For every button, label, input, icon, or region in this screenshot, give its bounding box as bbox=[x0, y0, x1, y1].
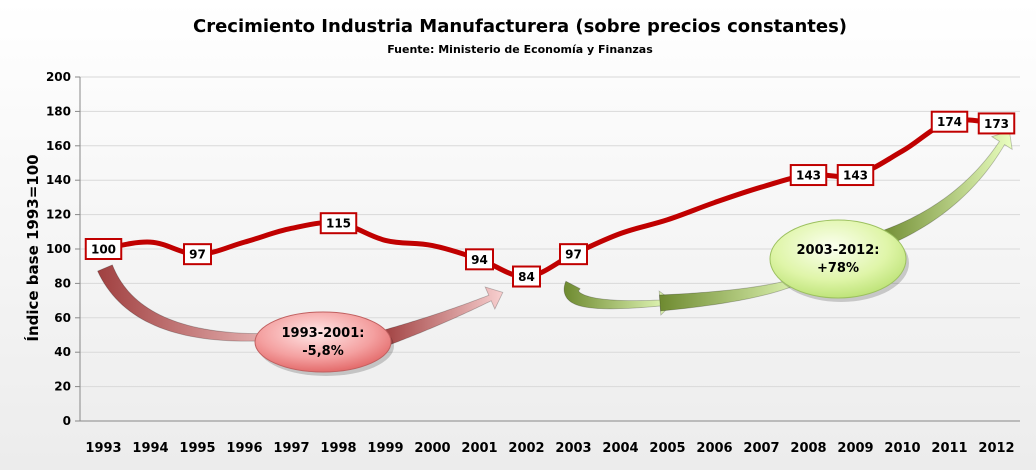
annotation-text: -5,8% bbox=[302, 344, 343, 359]
annotations: 1993-2001: -5,8% 2003-2012: +78% bbox=[254, 219, 909, 376]
data-point bbox=[712, 200, 717, 205]
y-tick-labels: 0 20 40 60 80 100 120 140 160 180 200 bbox=[46, 70, 71, 428]
data-label-box bbox=[559, 243, 588, 266]
y-tick-label: 180 bbox=[46, 104, 71, 118]
x-tick-label: 2003 bbox=[555, 441, 591, 456]
y-tick-label: 200 bbox=[46, 70, 71, 84]
x-tick-label: 2001 bbox=[461, 441, 497, 456]
y-tick-label: 140 bbox=[46, 173, 71, 187]
data-label: 97 bbox=[189, 248, 206, 262]
x-tick-label: 2008 bbox=[790, 441, 826, 456]
x-tick-label: 1996 bbox=[226, 441, 262, 456]
data-point bbox=[759, 185, 764, 190]
data-point bbox=[430, 243, 435, 248]
data-label-box bbox=[789, 164, 828, 187]
y-tick-label: 160 bbox=[46, 139, 71, 153]
data-point bbox=[289, 226, 294, 231]
x-tick-label: 2005 bbox=[649, 441, 685, 456]
data-point bbox=[900, 148, 905, 153]
x-tick-label: 2004 bbox=[602, 441, 638, 456]
data-label-box bbox=[836, 164, 875, 187]
chart-title: Crecimiento Industria Manufacturera (sob… bbox=[193, 16, 847, 37]
data-label-box bbox=[977, 112, 1016, 135]
data-label: 143 bbox=[843, 169, 868, 183]
data-point bbox=[242, 240, 247, 245]
x-tick-label: 2012 bbox=[978, 441, 1014, 456]
annotation-bubble bbox=[769, 219, 907, 299]
x-tick-label: 1994 bbox=[132, 441, 168, 456]
gridlines bbox=[75, 76, 1020, 422]
x-tick-label: 2002 bbox=[508, 441, 544, 456]
data-point bbox=[148, 240, 153, 245]
red-arrow-right bbox=[382, 286, 504, 347]
y-tick-label: 80 bbox=[54, 276, 71, 290]
data-label-box bbox=[183, 243, 212, 266]
annotation-text: 1993-2001: bbox=[282, 326, 365, 341]
y-tick-label: 0 bbox=[63, 414, 71, 428]
data-point bbox=[665, 217, 670, 222]
data-point bbox=[618, 231, 623, 236]
y-tick-label: 120 bbox=[46, 208, 71, 222]
x-tick-label: 1993 bbox=[85, 441, 121, 456]
y-tick-label: 100 bbox=[46, 242, 71, 256]
data-label: 173 bbox=[984, 117, 1009, 131]
x-tick-label: 1997 bbox=[273, 441, 309, 456]
data-label-box bbox=[930, 110, 969, 133]
data-label: 174 bbox=[937, 115, 962, 129]
y-tick-label: 40 bbox=[54, 345, 71, 359]
data-labels: 100 97 115 94 84 97 143 143 174 173 bbox=[84, 110, 1016, 288]
x-tick-label: 2007 bbox=[743, 441, 779, 456]
annotation-text: +78% bbox=[817, 261, 859, 276]
axes bbox=[79, 77, 1020, 422]
x-tick-label: 2011 bbox=[931, 441, 967, 456]
x-tick-label: 1995 bbox=[179, 441, 215, 456]
data-label: 115 bbox=[326, 217, 351, 231]
green-arrow-right bbox=[876, 130, 1013, 249]
x-tick-label: 2006 bbox=[696, 441, 732, 456]
data-label: 100 bbox=[91, 243, 116, 257]
y-tick-label: 60 bbox=[54, 311, 71, 325]
data-label-box bbox=[84, 238, 123, 260]
x-tick-label: 2009 bbox=[837, 441, 873, 456]
x-tick-label: 1999 bbox=[367, 441, 403, 456]
data-label: 84 bbox=[518, 270, 535, 284]
data-point bbox=[383, 238, 388, 243]
data-label: 97 bbox=[565, 248, 582, 262]
x-tick-label: 2010 bbox=[884, 441, 920, 456]
y-tick-label: 20 bbox=[54, 380, 71, 394]
x-tick-label: 2000 bbox=[414, 441, 450, 456]
green-arrow-left bbox=[563, 280, 675, 316]
chart-subtitle: Fuente: Ministerio de Economía y Finanza… bbox=[387, 43, 653, 56]
x-tick-labels: 1993 1994 1995 1996 1997 1998 1999 2000 2001 2002… bbox=[85, 441, 1014, 456]
data-label: 94 bbox=[471, 253, 488, 267]
data-label-box bbox=[465, 248, 494, 271]
annotation-text: 2003-2012: bbox=[797, 243, 880, 258]
annotation-bubble bbox=[254, 311, 392, 373]
data-label-box bbox=[319, 212, 358, 235]
data-label-box bbox=[512, 265, 541, 288]
x-tick-label: 1998 bbox=[320, 441, 356, 456]
y-axis-label: Índice base 1993=100 bbox=[23, 154, 42, 341]
data-label: 143 bbox=[796, 169, 821, 183]
